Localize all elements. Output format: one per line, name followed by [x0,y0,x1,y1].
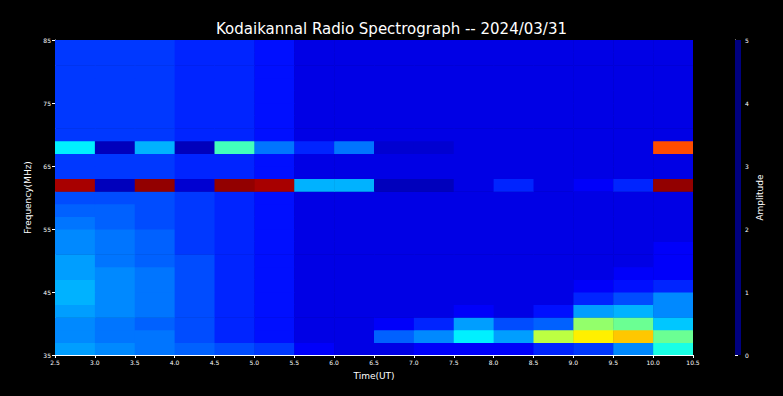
svg-text:2: 2 [745,226,749,233]
svg-text:1: 1 [745,289,749,296]
svg-text:Kodaikannal Radio Spectrograph: Kodaikannal Radio Spectrograph -- 2024/0… [216,20,567,38]
svg-text:45: 45 [43,289,51,296]
svg-text:9.5: 9.5 [608,359,618,366]
svg-text:55: 55 [43,226,51,233]
svg-text:10.5: 10.5 [686,359,700,366]
svg-text:10.0: 10.0 [646,359,660,366]
svg-text:3.5: 3.5 [130,359,140,366]
svg-text:5: 5 [745,37,749,44]
svg-text:3.0: 3.0 [90,359,100,366]
svg-text:65: 65 [43,163,51,170]
svg-text:5.5: 5.5 [289,359,299,366]
svg-text:35: 35 [43,352,51,359]
svg-text:0: 0 [745,352,749,359]
svg-text:7.5: 7.5 [449,359,459,366]
svg-text:4.5: 4.5 [210,359,220,366]
svg-text:Time(UT): Time(UT) [352,371,394,381]
svg-text:3: 3 [745,163,749,170]
svg-text:4: 4 [745,100,749,107]
svg-text:Frequency(MHz): Frequency(MHz) [23,161,33,234]
svg-text:5.0: 5.0 [250,359,260,366]
svg-text:6.5: 6.5 [369,359,379,366]
svg-text:Amplitude: Amplitude [755,174,765,221]
svg-text:2.5: 2.5 [50,359,60,366]
svg-text:8.5: 8.5 [529,359,539,366]
svg-text:6.0: 6.0 [329,359,339,366]
svg-text:7.0: 7.0 [409,359,419,366]
svg-text:4.0: 4.0 [170,359,180,366]
svg-text:8.0: 8.0 [489,359,499,366]
svg-text:9.0: 9.0 [569,359,579,366]
svg-text:75: 75 [43,100,51,107]
svg-text:85: 85 [43,37,51,44]
